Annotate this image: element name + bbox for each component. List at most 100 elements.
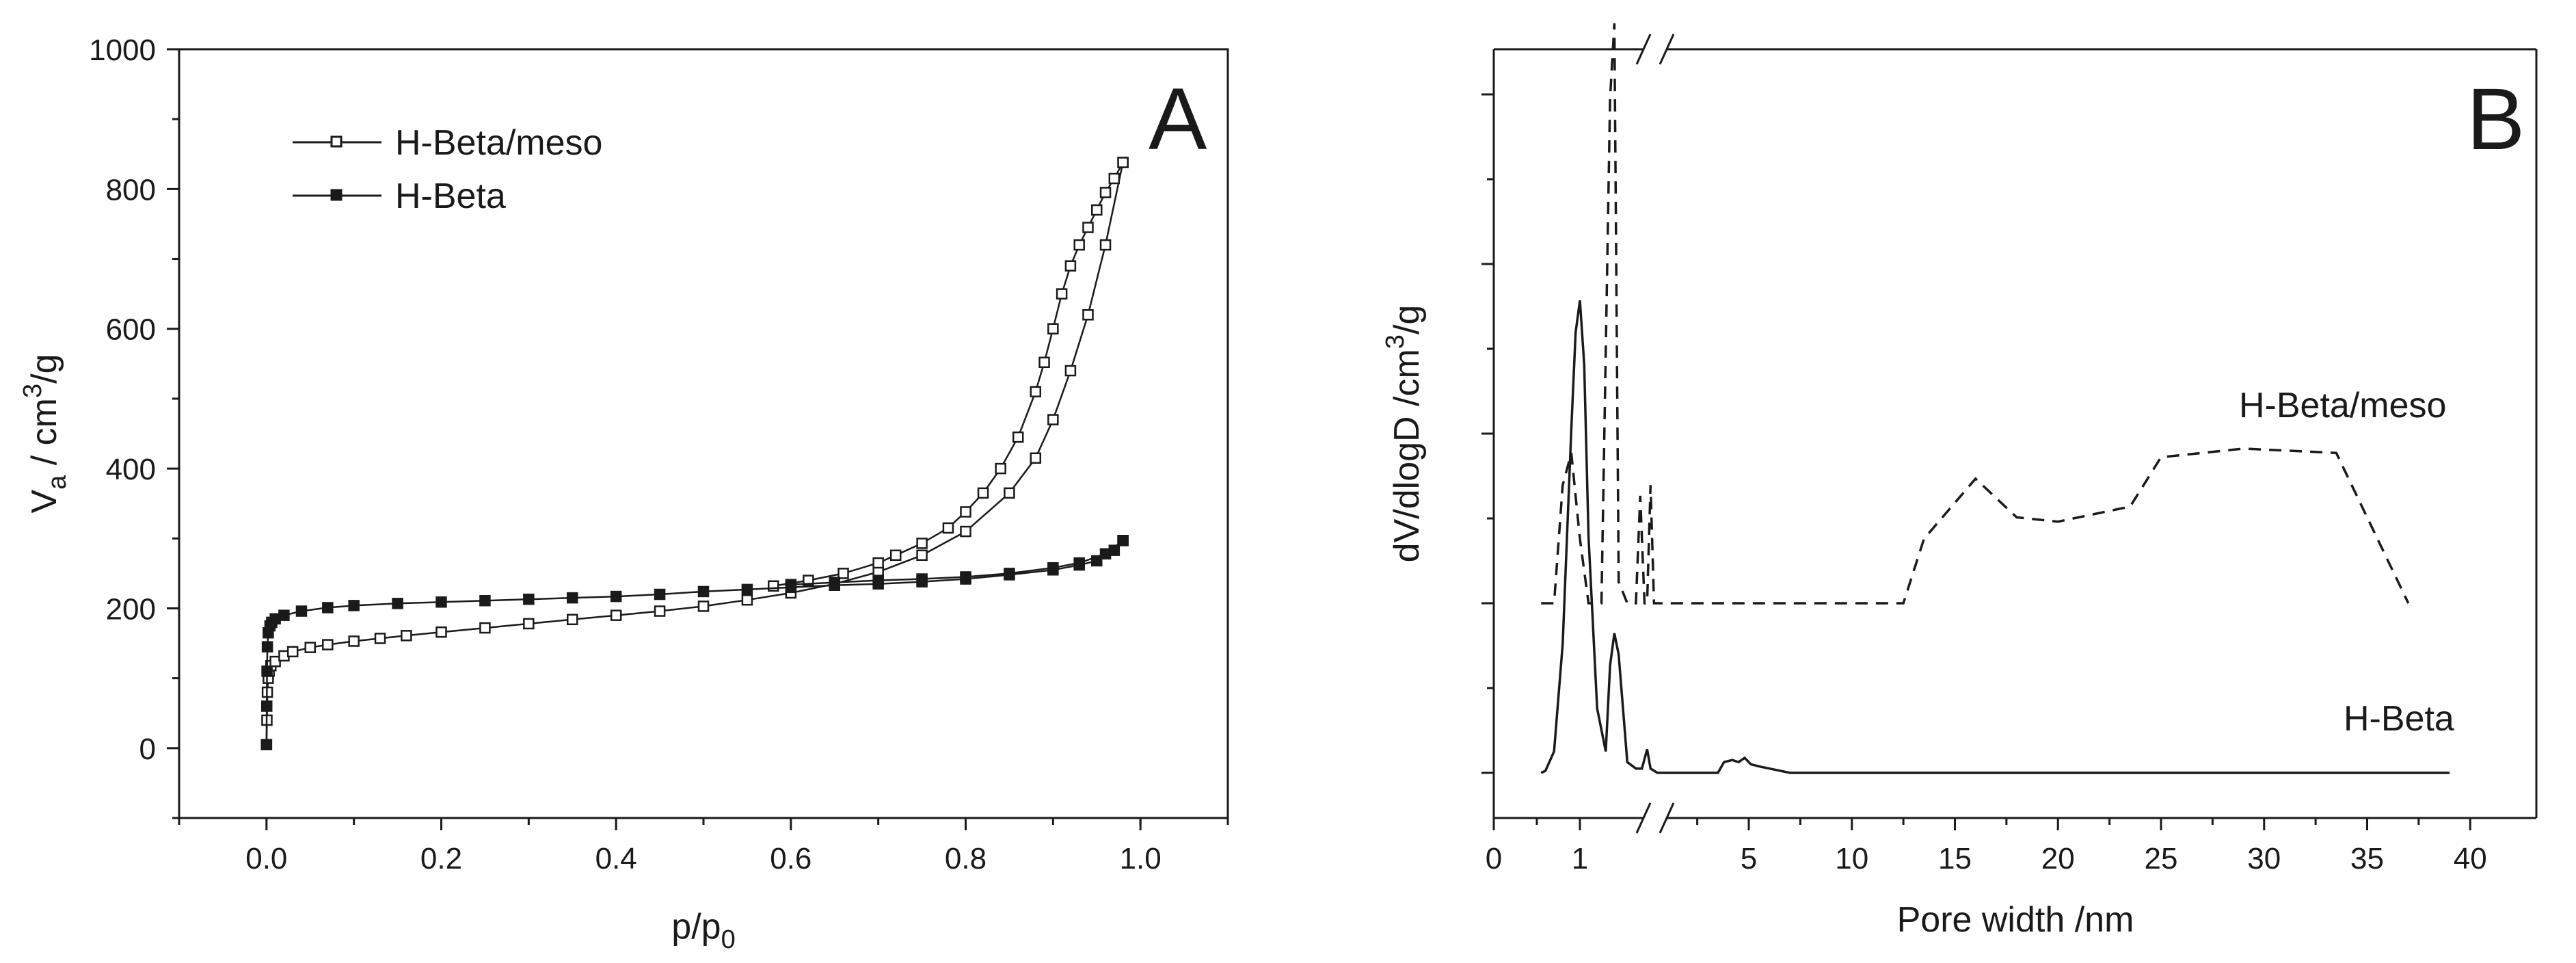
panel-b-x-tick-label: 5 (1741, 842, 1757, 875)
panel-a-x-axis-title: p/p0 (671, 907, 735, 954)
panel-b-x-axis-title: Pore width /nm (1897, 900, 2134, 940)
data-point (610, 590, 622, 603)
data-point (286, 646, 299, 658)
series-label-h-beta: H-Beta (2344, 699, 2454, 739)
data-point (768, 580, 779, 592)
panel-a-y-title-g: /g (25, 354, 64, 383)
data-point (348, 600, 360, 611)
panel-b-ticks: 0 1 5 10 15 20 25 30 35 40 (1481, 93, 2487, 875)
panel-a-legend: H-Beta/meso H-Beta (293, 123, 602, 216)
panel-b-x-tick-label: 35 (2350, 842, 2384, 875)
data-point (785, 579, 797, 590)
axis-break-bottom (1635, 802, 1675, 834)
data-point (435, 626, 447, 638)
psd-curve-h-beta-meso (1541, 23, 2410, 605)
data-point (1056, 288, 1068, 300)
legend-marker-h-beta (330, 189, 343, 201)
data-point (374, 633, 386, 644)
data-point (960, 506, 971, 518)
panel-a-x-tick-label: 0.6 (770, 842, 811, 875)
data-point (523, 593, 535, 605)
data-point (610, 609, 622, 621)
data-point (1099, 239, 1112, 251)
panel-a-y-tick-label: 800 (106, 173, 156, 207)
panel-b-y-title-sup: 3 (1381, 334, 1410, 349)
panel-a-x-tick-label: 0.8 (945, 842, 987, 875)
data-point (1004, 568, 1015, 579)
data-point (960, 571, 971, 583)
data-point (942, 522, 954, 534)
panel-b-y-axis-title: dV/dlogD /cm3/g (1381, 305, 1427, 563)
data-point (1047, 323, 1059, 334)
panel-a-y-title-sub: a (43, 475, 72, 490)
data-point (916, 573, 928, 585)
data-point (261, 665, 273, 677)
data-point (322, 602, 334, 614)
panel-a-letter: A (1149, 70, 1207, 168)
series-h-beta (260, 535, 1129, 750)
panel-a-y-axis-title: Va / cm3/g (18, 354, 72, 513)
data-point (995, 462, 1006, 475)
data-point (260, 700, 273, 712)
panel-a-y-tick-label: 200 (106, 592, 156, 626)
data-point (1038, 356, 1050, 369)
data-point (1012, 431, 1024, 443)
data-point (260, 739, 273, 750)
data-point (1108, 172, 1121, 185)
data-point (295, 605, 308, 617)
data-point (977, 487, 989, 499)
series-h-beta-meso (260, 157, 1129, 750)
data-point (392, 598, 403, 609)
panel-b-x-tick-label: 30 (2247, 842, 2281, 875)
legend-marker-h-beta-meso (330, 135, 343, 148)
data-point (916, 549, 928, 562)
legend-label-h-beta: H-Beta (395, 176, 506, 216)
panel-a-x-tick-label: 0.2 (420, 842, 462, 875)
panel-b-x-tick-label: 1 (1572, 842, 1588, 875)
data-point (1030, 452, 1042, 464)
panel-b: 0 1 5 10 15 20 25 30 35 40 H-Beta/meso H-Beta B P… (1381, 23, 2538, 940)
panel-b-axes (1492, 34, 2538, 834)
data-point (435, 596, 447, 608)
panel-a-y-tick-label: 0 (139, 733, 156, 766)
data-point (697, 585, 710, 598)
isotherm-adsorption-line (265, 540, 1124, 745)
data-point (697, 601, 710, 612)
panel-a: 0.0 0.2 0.4 0.6 0.8 1.0 0 200 400 600 800 1000 H-Be… (18, 34, 1229, 954)
panel-b-x-tick-label: 25 (2145, 842, 2178, 875)
panel-a-frame (178, 48, 1229, 819)
data-point (829, 577, 840, 588)
data-point (479, 594, 491, 607)
panel-a-x-title-sub: 0 (721, 925, 736, 954)
data-point (304, 642, 316, 653)
data-point (1064, 260, 1077, 272)
data-point (741, 583, 753, 596)
panel-b-x-tick-label: 10 (1835, 842, 1868, 875)
data-point (401, 630, 412, 642)
data-point (960, 525, 971, 538)
panel-b-series (1540, 23, 2450, 774)
panel-a-ticks: 0.0 0.2 0.4 0.6 0.8 1.0 0 200 400 600 800 1000 (89, 34, 1229, 875)
data-point (1099, 187, 1112, 198)
data-point (1117, 157, 1129, 168)
panel-a-y-tick-label: 1000 (89, 34, 156, 67)
data-point (1082, 222, 1094, 233)
data-point (654, 588, 666, 601)
data-point (479, 622, 491, 634)
data-point (1117, 535, 1129, 546)
panel-a-y-tick-label: 600 (106, 313, 156, 347)
data-point (1082, 309, 1094, 321)
data-point (872, 557, 884, 569)
data-point (1047, 562, 1059, 574)
data-point (1091, 204, 1103, 216)
data-point (1073, 239, 1085, 251)
panel-b-y-title-g: /g (1387, 305, 1427, 334)
data-point (1073, 557, 1085, 569)
data-point (261, 641, 273, 652)
data-point (1030, 386, 1042, 397)
data-point (654, 605, 666, 617)
panel-b-x-tick-label: 15 (1938, 842, 1972, 875)
panel-a-series (260, 157, 1129, 750)
data-point (322, 639, 334, 650)
panel-a-y-tick-label: 400 (106, 453, 156, 486)
